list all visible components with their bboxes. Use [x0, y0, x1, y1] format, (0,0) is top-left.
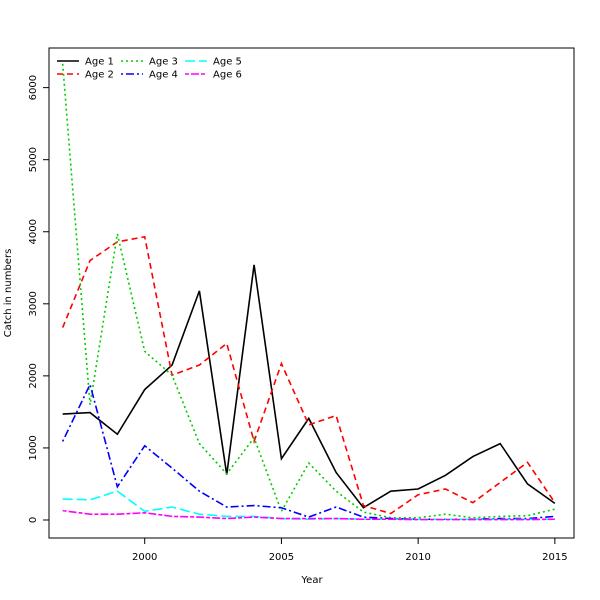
x-tick-label: 2000 [132, 552, 157, 563]
x-tick-label: 2005 [269, 552, 294, 563]
y-tick-label: 6000 [28, 75, 39, 100]
y-tick-label: 3000 [28, 291, 39, 316]
legend-label-age-4: Age 4 [149, 70, 178, 81]
y-tick-label: 0 [28, 517, 39, 523]
series-line-age-3 [61, 63, 556, 519]
series-line-age-6 [62, 509, 555, 521]
legend-label-age-5: Age 5 [213, 57, 242, 68]
series-line-age-5 [62, 490, 555, 521]
y-tick-label: 4000 [28, 219, 39, 244]
y-tick-label: 2000 [28, 363, 39, 388]
x-tick-label: 2010 [405, 552, 430, 563]
y-axis-title: Catch in numbers [3, 249, 14, 338]
x-axis-title: Year [300, 575, 323, 586]
y-tick-label: 5000 [28, 147, 39, 172]
series-line-age-2 [61, 235, 556, 515]
y-tick-label: 1000 [28, 435, 39, 460]
legend-label-age-1: Age 1 [85, 57, 114, 68]
legend-label-age-2: Age 2 [85, 70, 114, 81]
series-layer [61, 63, 556, 521]
x-axis: 2000 2005 2010 2015 [132, 537, 568, 563]
y-axis: 0 1000 2000 3000 4000 5000 6000 [28, 75, 50, 523]
plot-frame [48, 47, 575, 539]
legend: Age 1 Age 2 Age 3 Age 4 Age 5 Age 6 [57, 57, 242, 81]
x-tick-label: 2015 [542, 552, 567, 563]
series-line-age-1 [62, 264, 556, 509]
legend-label-age-6: Age 6 [213, 70, 242, 81]
legend-label-age-3: Age 3 [149, 57, 178, 68]
